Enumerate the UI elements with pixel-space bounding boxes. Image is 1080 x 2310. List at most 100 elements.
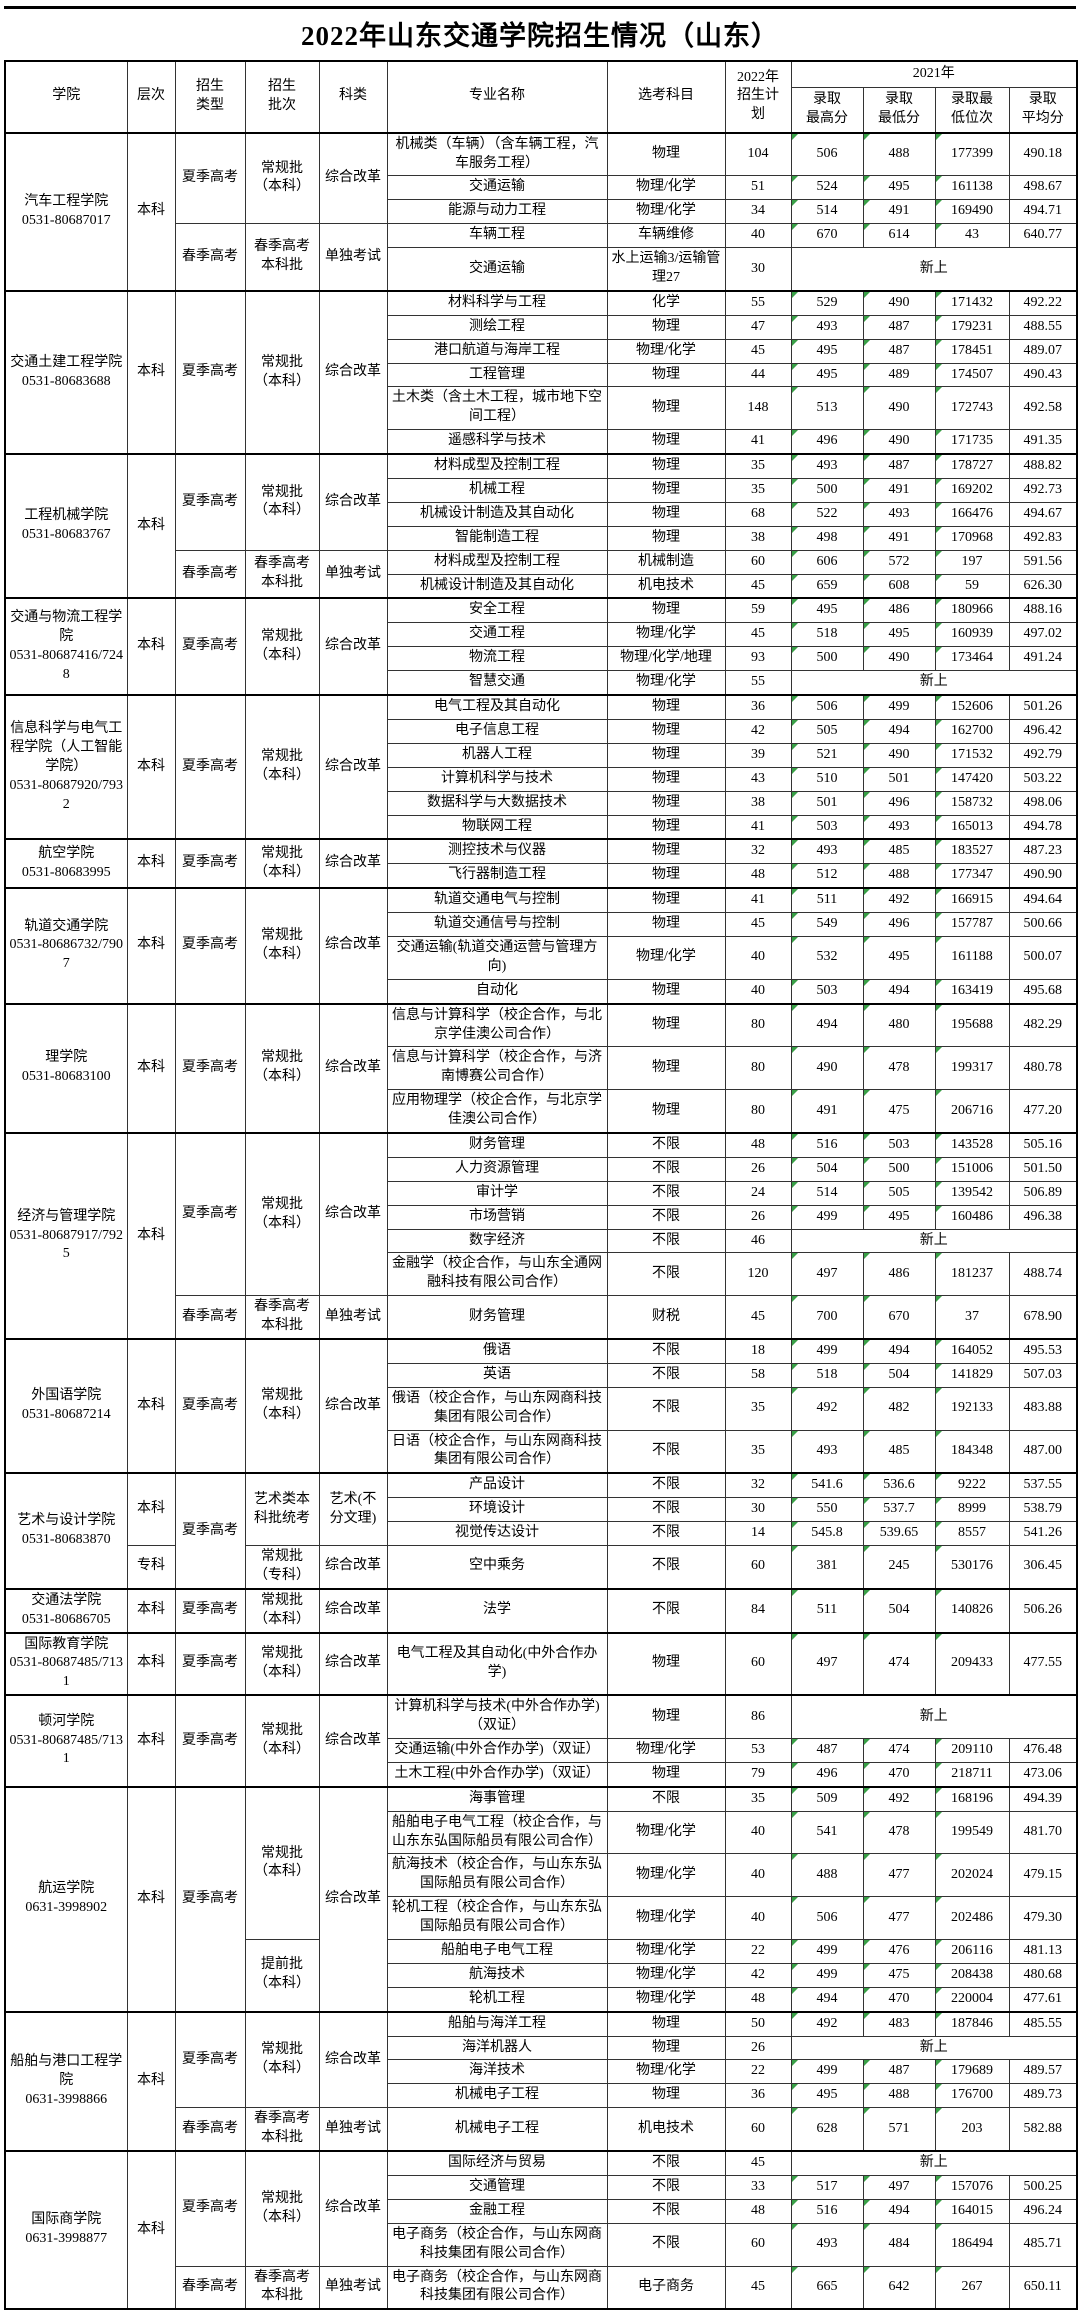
cell-college: 航运学院 0631-3998902 <box>4 1785 128 2013</box>
cell-type: 春季高考 <box>174 223 246 292</box>
cell-major: 海洋机器人 <box>386 2035 608 2061</box>
college-phone: 0531-80687485/7131 <box>9 1655 124 1690</box>
cell-max-score: 522 <box>790 501 864 527</box>
cell-major: 航海技术（校企合作，与山东东弘国际船员有限公司合作） <box>386 1853 608 1898</box>
cell-max-score: 516 <box>790 2198 864 2224</box>
cell-major: 车辆工程 <box>386 223 608 249</box>
cell-max-score: 524 <box>790 175 864 201</box>
table-row: 计算机科学与技术 物理 43 510 501 147420 503.22 <box>5 766 1078 792</box>
cell-level: 本科 <box>126 1131 176 1340</box>
cell-subjects: 不限 <box>606 1228 726 1254</box>
cell-avg-score: 498.67 <box>1008 175 1078 201</box>
cell-plan: 45 <box>724 338 792 364</box>
table-row: 轮机工程（校企合作，与山东东弘国际船员有限公司合作） 物理/化学 40 506 477 2… <box>5 1896 1078 1941</box>
college-name: 轨道交通学院 <box>24 918 109 934</box>
cell-min-rank: 220004 <box>934 1986 1010 2013</box>
table-row: 数据科学与大数据技术 物理 38 501 496 158732 498.06 <box>5 790 1078 816</box>
cell-min-rank: 203 <box>934 2107 1010 2152</box>
cell-max-score: 550 <box>790 1497 864 1523</box>
cell-batch: 提前批 （本科） <box>244 1939 320 2013</box>
cell-major: 能源与动力工程 <box>386 199 608 225</box>
cell-batch: 常规批 （本科） <box>244 289 320 455</box>
cell-plan: 30 <box>724 247 792 292</box>
cell-major: 物联网工程 <box>386 814 608 840</box>
cell-new-flag: 新上 <box>790 2035 1078 2061</box>
cell-avg-score: 640.77 <box>1008 223 1078 249</box>
cell-cls: 综合改革 <box>318 887 388 1005</box>
cell-min-rank: 169490 <box>934 199 1010 225</box>
table-row: 航空学院 0531-80683995 本科 夏季高考 常规批 （本科） 综合改革 测控技术与… <box>4 838 1078 889</box>
table-row: 春季高考 春季高考 本科批 单独考试 机械电子工程 机电技术 60 628 571 203 582… <box>5 2107 1078 2152</box>
cell-plan: 18 <box>724 1337 792 1364</box>
table-row: 视觉传达设计 不限 14 545.8 539.65 8557 541.26 <box>5 1521 1078 1546</box>
college-phone: 0531-80686705 <box>21 1611 111 1627</box>
cell-cls: 单独考试 <box>318 2265 388 2310</box>
cell-major: 智慧交通 <box>386 670 608 696</box>
cell-plan: 40 <box>724 1896 792 1941</box>
cell-plan: 36 <box>724 2083 792 2109</box>
cell-plan: 35 <box>724 1386 792 1431</box>
cell-plan: 50 <box>724 2010 792 2037</box>
cell-subjects: 车辆维修 <box>606 223 726 249</box>
cell-type: 春季高考 <box>174 549 246 599</box>
cell-min-rank: 166476 <box>934 501 1010 527</box>
cell-plan: 22 <box>724 2059 792 2085</box>
cell-avg-score: 497.02 <box>1008 622 1078 648</box>
cell-college: 艺术与设计学院 0531-80683870 <box>4 1472 128 1590</box>
cell-min-rank: 172743 <box>934 386 1010 431</box>
table-row: 船舶与港口工程学院 0631-3998866 本科 夏季高考 常规批 （本科） 综合改革船… <box>4 2010 1078 2152</box>
college-phone: 0531-80687416/7248 <box>9 647 124 682</box>
cell-type: 夏季高考 <box>174 1587 246 1634</box>
cell-plan: 48 <box>724 1131 792 1158</box>
cell-major: 土木工程(中外合作办学)（双证） <box>386 1761 608 1788</box>
cell-min-score: 499 <box>862 694 936 720</box>
cell-cls: 单独考试 <box>318 223 388 292</box>
cell-min-rank: 209433 <box>934 1631 1010 1696</box>
cell-major: 国际经济与贸易 <box>386 2150 608 2176</box>
cell-subjects: 物理 <box>606 1761 726 1788</box>
table-row: 环境设计 不限 30 550 537.7 8999 538.79 <box>5 1497 1078 1523</box>
cell-avg-score: 506.89 <box>1008 1180 1078 1206</box>
admissions-sheet: 2022年山东交通学院招生情况（山东） 学院 层次 招生 类型 招生 批次 科类… <box>4 0 1078 2310</box>
col-header-plan-2022: 2022年 招生计 划 <box>724 60 792 134</box>
cell-max-score: 498 <box>790 525 864 551</box>
cell-min-score: 608 <box>862 573 936 599</box>
cell-min-score: 496 <box>862 790 936 816</box>
cell-college: 航空学院 0531-80683995 <box>4 838 128 889</box>
table-row: 英语 不限 58 518 504 141829 507.03 <box>5 1362 1078 1388</box>
cell-max-score: 545.8 <box>790 1521 864 1546</box>
cell-major: 船舶电子电气工程（校企合作，与山东东弘国际船员有限公司合作） <box>386 1810 608 1855</box>
cell-min-rank: 206716 <box>934 1089 1010 1134</box>
cell-level: 本科 <box>126 1785 176 2013</box>
college-phone: 0531-80683688 <box>21 373 111 389</box>
table-row: 智能制造工程 物理 38 498 491 170968 492.83 <box>5 525 1078 551</box>
cell-avg-score: 650.11 <box>1008 2265 1078 2310</box>
cell-min-score: 500 <box>862 1156 936 1182</box>
cell-min-score: 495 <box>862 622 936 648</box>
cell-min-score: 496 <box>862 912 936 937</box>
cell-avg-score: 494.71 <box>1008 199 1078 225</box>
cell-subjects: 物理 <box>606 742 726 768</box>
cell-min-score: 487 <box>862 2059 936 2085</box>
table-row: 海洋技术 物理/化学 22 499 487 179689 489.57 <box>5 2059 1078 2085</box>
cell-min-rank: 181237 <box>934 1252 1010 1297</box>
cell-major: 空中乘务 <box>386 1544 608 1590</box>
cell-max-score: 492 <box>790 2010 864 2037</box>
cell-college: 经济与管理学院 0531-80687917/7925 <box>4 1131 128 1340</box>
cell-min-rank: 168196 <box>934 1785 1010 1812</box>
cell-avg-score: 488.74 <box>1008 1252 1078 1297</box>
cell-subjects: 物理/化学 <box>606 935 726 980</box>
cell-min-score: 478 <box>862 1046 936 1091</box>
cell-min-score: 488 <box>862 131 936 177</box>
cell-min-rank: 163419 <box>934 978 1010 1005</box>
cell-major: 智能制造工程 <box>386 525 608 551</box>
cell-cls: 综合改革 <box>318 1694 388 1788</box>
cell-major: 交通工程 <box>386 622 608 648</box>
cell-min-rank: 158732 <box>934 790 1010 816</box>
cell-plan: 80 <box>724 1089 792 1134</box>
cell-plan: 47 <box>724 314 792 340</box>
cell-plan: 45 <box>724 622 792 648</box>
col-header-subjects: 选考科目 <box>606 60 726 134</box>
table-row: 艺术与设计学院 0531-80683870 本科 夏季高考 艺术类本 科批统考 艺术(不 … <box>4 1472 1078 1590</box>
table-row: 国际教育学院 0531-80687485/7131 本科 夏季高考 常规批 （本科） 综合… <box>4 1631 1078 1696</box>
